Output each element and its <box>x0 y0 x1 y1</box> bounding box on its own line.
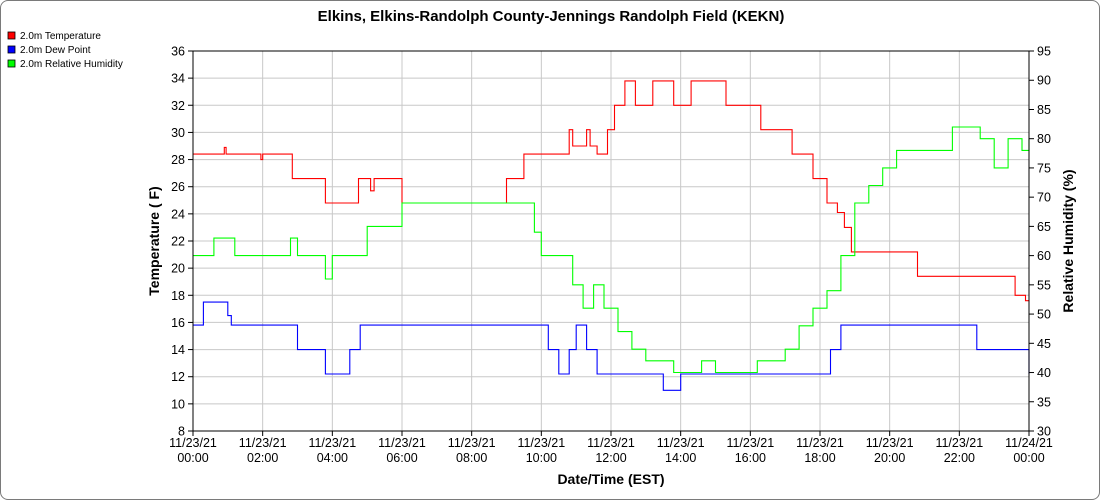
grid <box>192 50 1030 432</box>
legend-swatch-2-0m-relative-humidity <box>7 59 16 68</box>
x-tick-time: 02:00 <box>247 451 278 465</box>
y-tick-label: 34 <box>171 72 185 86</box>
y2-tick-label: 60 <box>1037 249 1051 263</box>
y-tick-label: 8 <box>178 425 185 439</box>
x-tick-time: 04:00 <box>317 451 348 465</box>
y2-tick-label: 30 <box>1037 425 1051 439</box>
y2-tick-label: 45 <box>1037 337 1051 351</box>
x-tick-date: 11/23/21 <box>657 436 705 450</box>
y2-tick-label: 90 <box>1037 74 1051 88</box>
y-tick-label: 24 <box>171 207 185 221</box>
x-tick-date: 11/23/21 <box>239 436 287 450</box>
x-tick-date: 11/23/21 <box>935 436 983 450</box>
x-tick-time: 22:00 <box>944 451 975 465</box>
x-tick-date: 11/23/21 <box>866 436 914 450</box>
x-tick-time: 20:00 <box>874 451 905 465</box>
x-axis-title: Date/Time (EST) <box>557 471 664 487</box>
y-tick-label: 30 <box>171 126 185 140</box>
y2-tick-label: 50 <box>1037 308 1051 322</box>
y-tick-label: 14 <box>171 343 185 357</box>
x-tick-time: 16:00 <box>735 451 766 465</box>
x-tick-date: 11/23/21 <box>308 436 356 450</box>
x-tick-date: 11/23/21 <box>448 436 496 450</box>
y2-tick-label: 95 <box>1037 45 1051 59</box>
x-tick-time: 00:00 <box>177 451 208 465</box>
y-tick-label: 12 <box>171 370 185 384</box>
y-tick-label: 22 <box>171 235 185 249</box>
2-0m-temperature-line <box>193 80 1029 302</box>
y2-axis-title: Relative Humidity (%) <box>1060 169 1076 312</box>
y2-tick-label: 70 <box>1037 191 1051 205</box>
y2-tick-label: 35 <box>1037 395 1051 409</box>
x-tick-time: 12:00 <box>595 451 626 465</box>
y-tick-label: 16 <box>171 316 185 330</box>
x-tick-time: 10:00 <box>526 451 557 465</box>
chart-title: Elkins, Elkins-Randolph County-Jennings … <box>318 8 785 25</box>
y-tick-label: 28 <box>171 153 185 167</box>
x-tick-time: 18:00 <box>804 451 835 465</box>
y2-tick-label: 80 <box>1037 132 1051 146</box>
y2-tick-label: 65 <box>1037 220 1051 234</box>
x-tick-date: 11/23/21 <box>378 436 426 450</box>
x-tick-time: 00:00 <box>1013 451 1044 465</box>
legend-swatch-2-0m-temperature <box>7 31 16 40</box>
y2-tick-label: 40 <box>1037 366 1051 380</box>
y2-tick-label: 85 <box>1037 103 1051 117</box>
y-axis-title: Temperature ( F) <box>146 186 162 295</box>
y-tick-label: 32 <box>171 99 185 113</box>
y-tick-label: 26 <box>171 180 185 194</box>
2-0m-dew-point-line <box>193 301 1030 391</box>
y-tick-label: 10 <box>171 397 185 411</box>
x-tick-date: 11/23/21 <box>587 436 635 450</box>
y-tick-label: 18 <box>171 289 185 303</box>
legend-swatch-2-0m-dew-point <box>7 45 16 54</box>
x-tick-date: 11/23/21 <box>517 436 565 450</box>
y-tick-label: 36 <box>171 45 185 59</box>
x-tick-date: 11/24/21 <box>1005 436 1053 450</box>
x-tick-time: 14:00 <box>665 451 696 465</box>
x-tick-time: 08:00 <box>456 451 487 465</box>
2-0m-relative-humidity-line <box>193 126 1030 374</box>
legend: 2.0m Temperature 2.0m Dew Point 2.0m Relat… <box>7 31 123 70</box>
x-tick-date: 11/23/21 <box>796 436 844 450</box>
legend-label-2-0m-relative-humidity: 2.0m Relative Humidity <box>20 59 123 70</box>
series-layer <box>193 80 1030 391</box>
axes: 8 10 12 14 16 18 20 22 24 26 28 30 32 34 36 30 35 40 45 50 5… <box>169 45 1053 466</box>
y2-tick-label: 75 <box>1037 161 1051 175</box>
x-tick-time: 06:00 <box>386 451 417 465</box>
y2-tick-label: 55 <box>1037 278 1051 292</box>
legend-label-2-0m-dew-point: 2.0m Dew Point <box>20 45 91 56</box>
x-tick-date: 11/23/21 <box>169 436 217 450</box>
x-tick-date: 11/23/21 <box>726 436 774 450</box>
y-tick-label: 20 <box>171 262 185 276</box>
legend-label-2-0m-temperature: 2.0m Temperature <box>20 31 101 42</box>
